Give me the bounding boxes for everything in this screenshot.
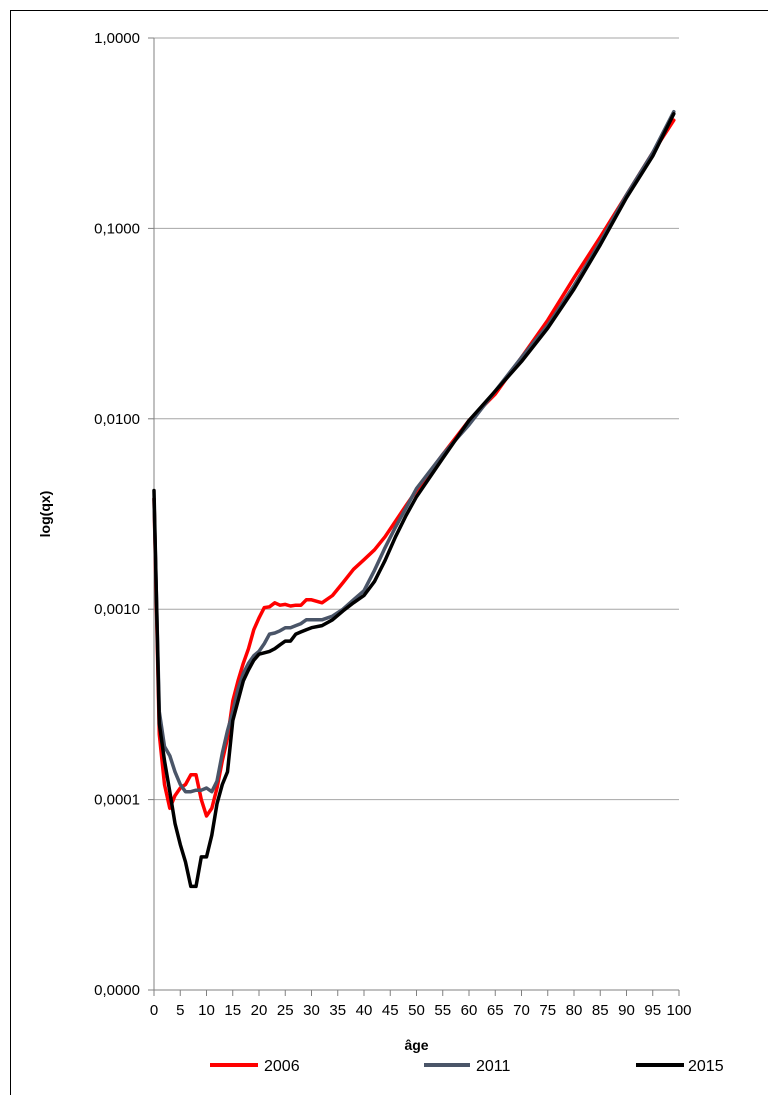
x-tick-label-6: 30 — [303, 1002, 320, 1019]
x-tick-labels: 0 5 10 15 20 25 30 35 40 45 50 55 60 65 70 75 80 85 90 95 10… — [150, 1002, 692, 1019]
x-tick-label-0: 0 — [150, 1002, 158, 1019]
x-tick-label-5: 25 — [277, 1002, 294, 1019]
y-axis-label: log(qx) — [37, 491, 53, 538]
legend-label-2015: 2015 — [688, 1058, 724, 1075]
axes — [153, 38, 679, 991]
y-tick-label-4: 0,0001 — [94, 792, 140, 809]
legend-label-2006: 2006 — [264, 1058, 300, 1075]
x-tick-label-8: 40 — [356, 1002, 373, 1019]
x-axis-label: âge — [404, 1037, 428, 1053]
y-tick-label-3: 0,0010 — [94, 601, 140, 618]
x-tick-label-16: 80 — [566, 1002, 583, 1019]
x-tick-label-7: 35 — [329, 1002, 346, 1019]
x-tick-label-3: 15 — [224, 1002, 241, 1019]
x-tick-label-15: 75 — [539, 1002, 556, 1019]
x-tick-label-11: 55 — [434, 1002, 451, 1019]
y-tick-label-0: 1,0000 — [94, 30, 140, 47]
y-tick-label-5: 0,0000 — [94, 982, 140, 999]
x-tick-label-13: 65 — [487, 1002, 504, 1019]
x-tick-label-10: 50 — [408, 1002, 425, 1019]
x-tick-label-9: 45 — [382, 1002, 399, 1019]
x-tick-label-1: 5 — [176, 1002, 184, 1019]
y-tick-label-1: 0,1000 — [94, 220, 140, 237]
y-tick-label-2: 0,0100 — [94, 411, 140, 428]
legend: 2006 2011 2015 — [210, 1058, 724, 1075]
x-tick-label-18: 90 — [618, 1002, 635, 1019]
grid-lines — [148, 37, 680, 996]
x-tick-label-19: 95 — [644, 1002, 661, 1019]
series-line-2011 — [152, 109, 676, 794]
y-tick-labels: 1,0000 0,1000 0,0100 0,0010 0,0001 0,0000 — [94, 30, 140, 999]
legend-label-2011: 2011 — [476, 1058, 511, 1075]
x-tick-label-14: 70 — [513, 1002, 530, 1019]
x-tick-label-2: 10 — [198, 1002, 215, 1019]
x-tick-label-4: 20 — [251, 1002, 268, 1019]
x-tick-label-17: 85 — [592, 1002, 609, 1019]
x-tick-label-20: 100 — [666, 1002, 691, 1019]
series-lines — [152, 109, 676, 889]
x-tick-label-12: 60 — [461, 1002, 478, 1019]
series-line-2015 — [152, 112, 676, 889]
